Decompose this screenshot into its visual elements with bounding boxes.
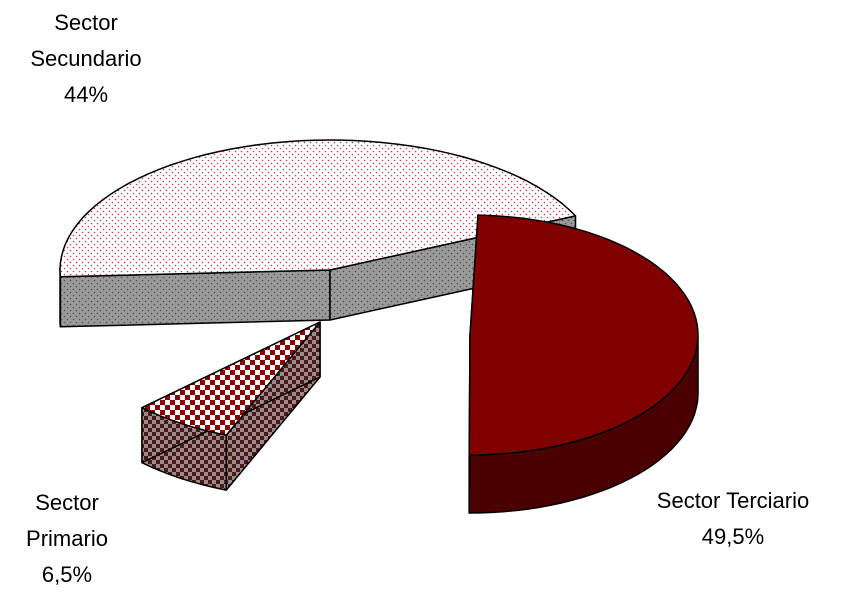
pie-slice: [469, 215, 698, 513]
slice-label: Sector Terciario 49,5%: [657, 488, 809, 549]
slice-label-name: Sector: [54, 10, 118, 35]
slice-label: Sector Secundario 44%: [30, 10, 141, 107]
slice-label-name: Sector Terciario: [657, 488, 809, 513]
slice-label-value: 44%: [64, 82, 108, 107]
pie-slice-wall: [60, 270, 330, 327]
slice-label-name: Primario: [26, 526, 108, 551]
slice-label-value: 49,5%: [702, 524, 764, 549]
slice-label-name: Secundario: [30, 46, 141, 71]
slice-label-name: Sector: [35, 490, 99, 515]
slice-label: Sector Primario 6,5%: [26, 490, 108, 587]
pie-slice: [142, 322, 320, 490]
slice-label-value: 6,5%: [42, 562, 92, 587]
